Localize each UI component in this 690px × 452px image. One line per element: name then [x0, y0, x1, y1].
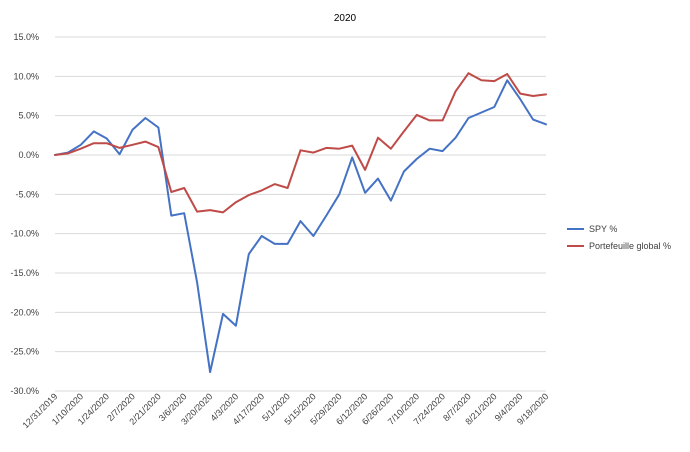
y-tick-label: -15.0%	[10, 268, 39, 278]
y-tick-label: -30.0%	[10, 386, 39, 396]
series-lines	[54, 72, 547, 374]
y-tick-label: -5.0%	[15, 189, 39, 199]
legend: SPY % Portefeuille global %	[567, 224, 671, 251]
series-line	[54, 72, 547, 214]
legend-label: SPY %	[589, 224, 617, 234]
y-tick-label: 15.0%	[13, 32, 39, 42]
y-tick-label: 5.0%	[18, 111, 39, 121]
chart-title: 2020	[334, 13, 357, 24]
series-line	[54, 79, 547, 374]
y-tick-label: 10.0%	[13, 71, 39, 81]
y-tick-label: 0.0%	[18, 150, 39, 160]
y-tick-label: -20.0%	[10, 307, 39, 317]
gridlines	[55, 36, 546, 392]
y-axis-ticks: 15.0% 10.0% 5.0% 0.0% -5.0% -10.0% -15.0% -20.0…	[10, 32, 39, 396]
legend-label: Portefeuille global %	[589, 241, 671, 251]
y-tick-label: -10.0%	[10, 229, 39, 239]
y-tick-label: -25.0%	[10, 347, 39, 357]
